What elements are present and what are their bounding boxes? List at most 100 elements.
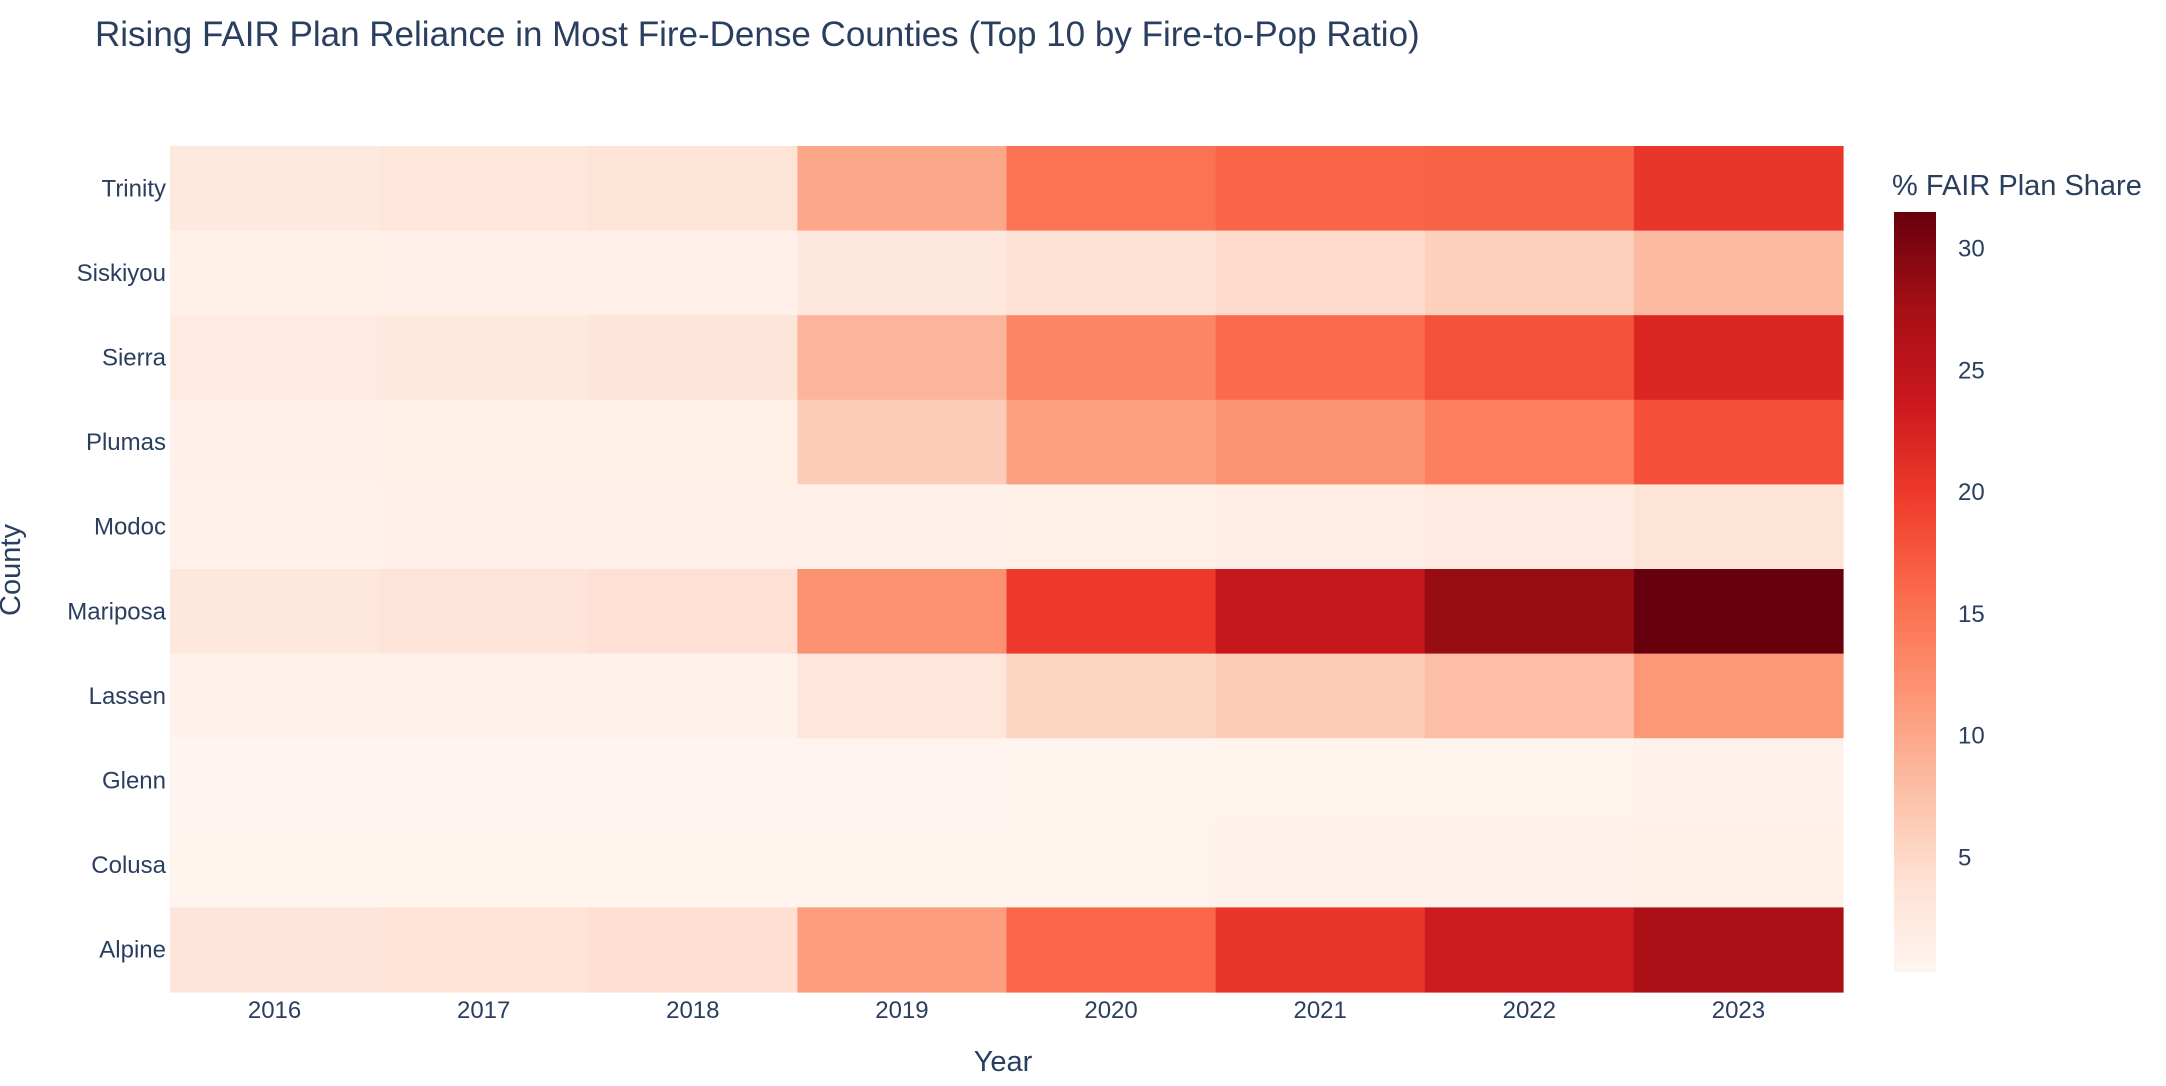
y-tick-label: Modoc <box>94 514 166 541</box>
colorbar-title: % FAIR Plan Share <box>1892 170 2142 202</box>
heatmap-cell <box>1424 653 1635 739</box>
heatmap-cell <box>588 146 798 232</box>
heatmap-cell <box>1006 399 1217 485</box>
y-axis-title: County <box>0 524 27 616</box>
y-tick-label: Sierra <box>102 345 167 372</box>
y-tick-label: Mariposa <box>67 598 166 625</box>
heatmap-cell <box>1006 230 1217 316</box>
heatmap-cell <box>588 738 798 824</box>
heatmap-cell <box>797 315 1008 401</box>
heatmap-cell <box>588 315 798 401</box>
heatmap-cell <box>170 399 380 485</box>
x-tick-label: 2022 <box>1503 997 1556 1024</box>
x-tick-label: 2020 <box>1084 997 1137 1024</box>
heatmap-cell <box>588 484 798 570</box>
y-axis-ticks: Trinity Siskiyou Sierra Plumas Modoc Mariposa… <box>67 175 166 963</box>
colorbar <box>1894 212 1936 972</box>
heatmap-cell <box>1006 907 1217 993</box>
heatmap-cell <box>170 738 380 824</box>
x-axis-ticks: 2016 2017 2018 2019 2020 2021 2022 2023 <box>248 997 1765 1024</box>
colorbar-tick-label: 15 <box>1958 601 1985 628</box>
heatmap-cell <box>1215 738 1426 824</box>
heatmap-cell <box>379 146 589 232</box>
heatmap-cell <box>1215 484 1426 570</box>
heatmap-cell <box>1424 484 1635 570</box>
x-tick-label: 2018 <box>666 997 719 1024</box>
heatmap-cell <box>797 738 1008 824</box>
heatmap-cell <box>170 315 380 401</box>
heatmap-cell <box>1215 822 1426 908</box>
heatmap-cell <box>797 822 1008 908</box>
heatmap-cell <box>379 822 589 908</box>
colorbar-tick-label: 10 <box>1958 723 1985 750</box>
heatmap-cell <box>1424 230 1635 316</box>
y-tick-label: Trinity <box>102 175 166 202</box>
heatmap-cell <box>170 230 380 316</box>
heatmap-cell <box>1215 653 1426 739</box>
heatmap-cell <box>1424 569 1635 655</box>
heatmap-cell <box>797 569 1008 655</box>
heatmap-cell <box>1633 399 1844 485</box>
heatmap-cell <box>1633 230 1844 316</box>
heatmap-cell <box>170 146 380 232</box>
heatmap-cell <box>588 230 798 316</box>
heatmap-cell <box>1215 230 1426 316</box>
heatmap-cell <box>379 230 589 316</box>
heatmap-cell <box>1633 569 1844 655</box>
x-axis-title: Year <box>974 1046 1033 1078</box>
heatmap-cell <box>170 569 380 655</box>
colorbar-tick-label: 30 <box>1958 236 1985 263</box>
heatmap-cell <box>379 738 589 824</box>
heatmap-cell <box>379 399 589 485</box>
heatmap-cell <box>379 569 589 655</box>
heatmap-cell <box>797 907 1008 993</box>
heatmap-cell <box>588 907 798 993</box>
heatmap-cell <box>1215 399 1426 485</box>
heatmap-cells <box>170 146 1844 993</box>
heatmap-cell <box>797 146 1008 232</box>
x-tick-label: 2019 <box>875 997 928 1024</box>
heatmap-cell <box>1006 653 1217 739</box>
heatmap-cell <box>797 653 1008 739</box>
y-tick-label: Lassen <box>89 683 166 710</box>
colorbar-ticks: 5 10 15 20 25 30 <box>1958 236 1985 872</box>
colorbar-tick-label: 25 <box>1958 357 1985 384</box>
heatmap-cell <box>1006 822 1217 908</box>
heatmap-cell <box>1633 315 1844 401</box>
heatmap-cell <box>1424 822 1635 908</box>
heatmap-cell <box>1633 907 1844 993</box>
heatmap-cell <box>379 484 589 570</box>
heatmap-cell <box>588 653 798 739</box>
heatmap-cell <box>1215 315 1426 401</box>
heatmap-cell <box>1424 399 1635 485</box>
heatmap-cell <box>797 484 1008 570</box>
x-tick-label: 2023 <box>1712 997 1765 1024</box>
heatmap-cell <box>1006 569 1217 655</box>
heatmap-cell <box>1633 738 1844 824</box>
heatmap-cell <box>1424 907 1635 993</box>
heatmap-cell <box>170 822 380 908</box>
x-tick-label: 2017 <box>457 997 510 1024</box>
heatmap-cell <box>1006 146 1217 232</box>
heatmap-cell <box>1424 146 1635 232</box>
chart-title: Rising FAIR Plan Reliance in Most Fire-D… <box>95 15 1420 54</box>
x-tick-label: 2021 <box>1293 997 1346 1024</box>
heatmap-cell <box>1424 738 1635 824</box>
y-tick-label: Glenn <box>102 768 166 795</box>
heatmap-cell <box>588 822 798 908</box>
heatmap-cell <box>1424 315 1635 401</box>
heatmap-cell <box>379 653 589 739</box>
y-tick-label: Siskiyou <box>77 260 166 287</box>
heatmap-cell <box>1006 484 1217 570</box>
x-tick-label: 2016 <box>248 997 301 1024</box>
heatmap-cell <box>1006 738 1217 824</box>
heatmap-cell <box>1215 907 1426 993</box>
heatmap-cell <box>1633 146 1844 232</box>
colorbar-tick-label: 20 <box>1958 479 1985 506</box>
heatmap-cell <box>170 484 380 570</box>
heatmap-cell <box>379 907 589 993</box>
colorbar-tick-label: 5 <box>1958 845 1971 872</box>
heatmap-cell <box>797 399 1008 485</box>
heatmap-cell <box>1215 146 1426 232</box>
